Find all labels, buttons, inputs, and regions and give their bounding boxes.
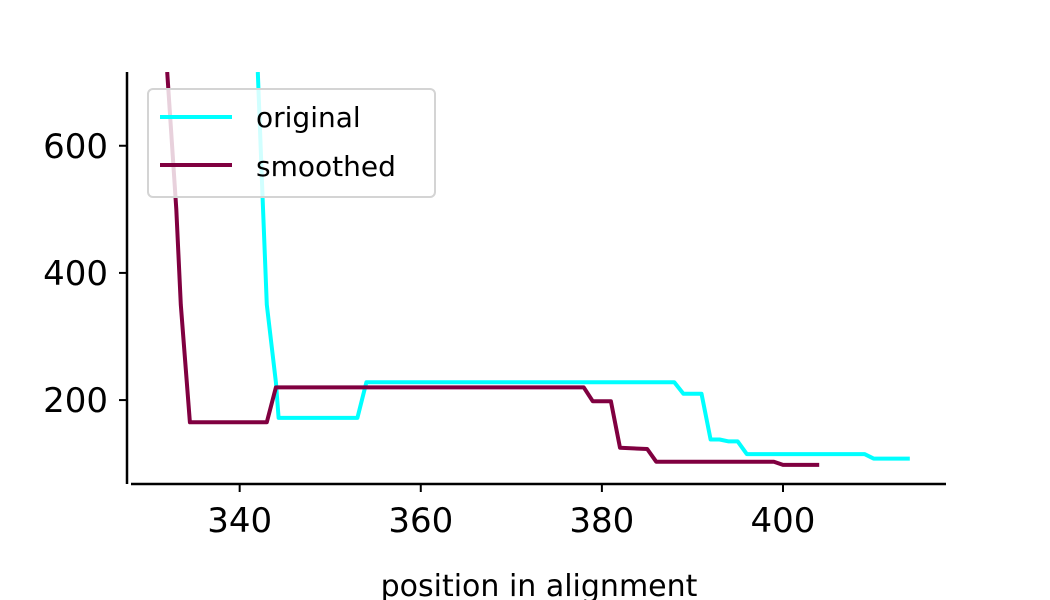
x-tick-label: 400 — [751, 501, 816, 541]
series-line-original — [255, 72, 910, 461]
legend: original smoothed — [147, 88, 436, 198]
legend-label-original: original — [256, 101, 361, 134]
ticks-layer: 340 360 380 400 200 400 600 — [43, 127, 815, 541]
axes-layer — [125, 72, 946, 486]
y-tick-label: 600 — [43, 127, 108, 167]
y-tick-label: 400 — [43, 254, 108, 294]
x-tick-label: 380 — [569, 501, 634, 541]
x-tick-label: 360 — [388, 501, 453, 541]
legend-label-smoothed: smoothed — [256, 150, 396, 183]
x-axis-title: position in alignment — [381, 569, 698, 600]
series-layer — [165, 72, 910, 467]
series-line-smoothed — [165, 72, 820, 467]
x-tick-label: 340 — [207, 501, 272, 541]
y-tick-label: 200 — [43, 381, 108, 421]
